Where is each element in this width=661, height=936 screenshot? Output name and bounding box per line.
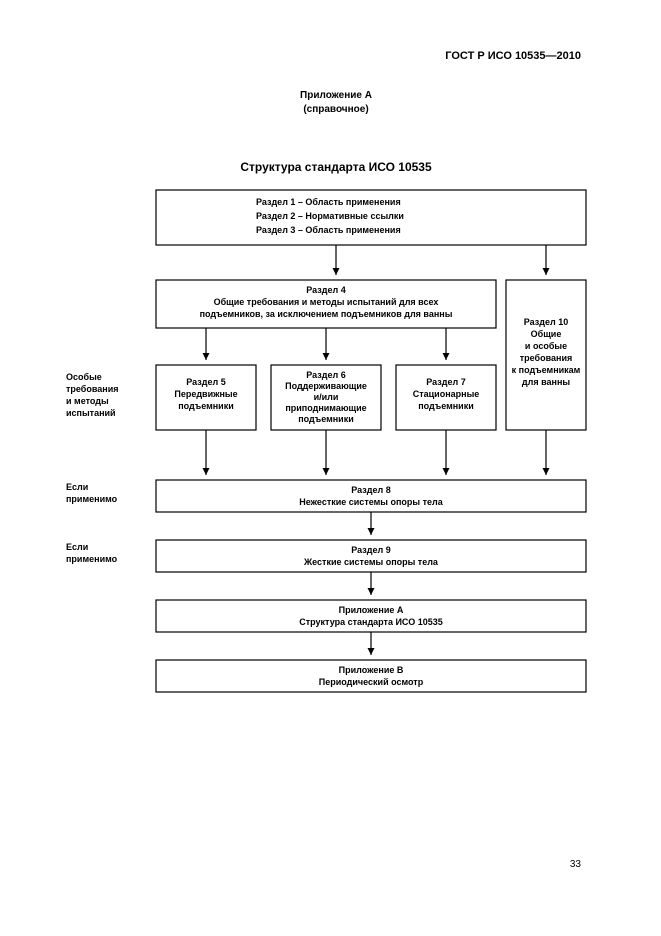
section7-line3: подъемники [418,401,474,411]
side-label-2-line1: Если [66,482,88,492]
section2-label: Раздел 2 – Нормативные ссылки [256,211,404,221]
section6-line2: Поддерживающие [285,381,367,391]
section4-line3: подъемников, за исключением подъемников … [200,309,453,319]
section8-line2: Нежесткие системы опоры тела [299,497,443,507]
appendix-a-line2: Структура стандарта ИСО 10535 [299,617,442,627]
appendix-b-line2: Периодический осмотр [319,677,424,687]
side-label-2-line2: применимо [66,494,118,504]
section4-line1: Раздел 4 [306,285,345,295]
section10-line4: требования [520,353,573,363]
appendix-b-line1: Приложение В [339,665,404,675]
appendix-subtitle: (справочное) [56,104,616,115]
document-id: ГОСТ Р ИСО 10535—2010 [445,50,581,62]
section5-line3: подъемники [178,401,234,411]
section9-line2: Жесткие системы опоры тела [303,557,439,567]
section10-line2: Общие [531,329,562,339]
section7-line2: Стационарные [413,389,480,399]
structure-title: Структура стандарта ИСО 10535 [56,160,616,174]
section1-label: Раздел 1 – Область применения [256,197,401,207]
section10-line5: к подъемникам [512,365,581,375]
section10-line3: и особые [525,341,567,351]
section6-line4: приподнимающие [285,403,366,413]
section7-line1: Раздел 7 [426,377,465,387]
section6-line5: подъемники [298,414,354,424]
section3-label: Раздел 3 – Область применения [256,225,401,235]
side-label-3-line1: Если [66,542,88,552]
section9-line1: Раздел 9 [351,545,390,555]
page-number: 33 [570,859,581,870]
appendix-title: Приложение А [56,90,616,101]
side-label-1-line2: требования [66,384,119,394]
appendix-a-line1: Приложение А [339,605,404,615]
section6-line1: Раздел 6 [306,370,345,380]
section5-line1: Раздел 5 [186,377,225,387]
section6-line3: и/или [314,392,339,402]
section4-line2: Общие требования и методы испытаний для … [214,297,439,307]
section10-line1: Раздел 10 [524,317,568,327]
section5-line2: Передвижные [174,389,237,399]
flowchart-diagram: Раздел 1 – Область применения Раздел 2 –… [56,185,616,785]
side-label-1-line3: и методы [66,396,109,406]
section8-line1: Раздел 8 [351,485,390,495]
side-label-1-line4: испытаний [66,408,116,418]
section10-line6: для ванны [522,377,570,387]
side-label-3-line2: применимо [66,554,118,564]
side-label-1-line1: Особые [66,372,102,382]
